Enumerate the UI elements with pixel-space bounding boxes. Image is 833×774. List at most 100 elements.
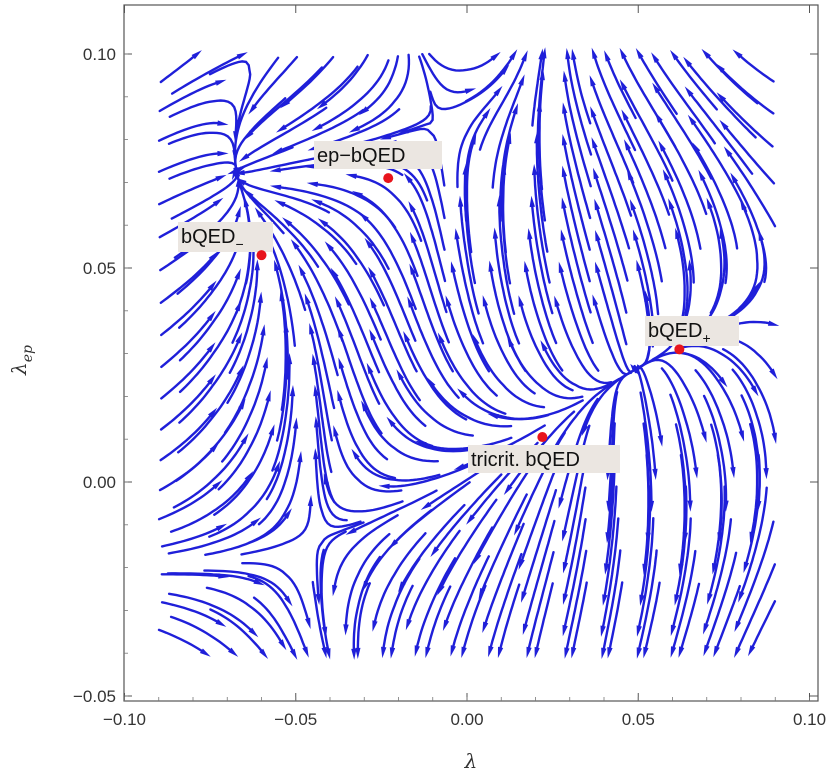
stream-arrowhead bbox=[405, 618, 412, 631]
bQED-minus-label-bg bbox=[178, 222, 273, 252]
streamline bbox=[635, 366, 657, 474]
stream-arrowhead bbox=[593, 167, 599, 180]
streamline bbox=[390, 421, 477, 453]
streamline bbox=[265, 391, 294, 501]
stream-arrowhead bbox=[562, 530, 568, 542]
stream-arrowhead bbox=[748, 645, 756, 657]
stream-arrowhead bbox=[334, 296, 342, 308]
streamline bbox=[572, 54, 592, 125]
streamline bbox=[522, 489, 558, 597]
stream-arrowhead bbox=[518, 74, 525, 86]
stream-arrowhead bbox=[304, 293, 311, 305]
stream-arrowhead bbox=[639, 594, 645, 606]
stream-arrowhead bbox=[493, 85, 503, 97]
stream-arrowhead bbox=[521, 50, 528, 62]
stream-arrowhead bbox=[734, 620, 742, 632]
streamline bbox=[267, 237, 296, 347]
streamline bbox=[562, 140, 591, 251]
stream-arrowhead bbox=[645, 532, 651, 544]
x-tick-label: 0.05 bbox=[622, 710, 655, 729]
streamline bbox=[737, 53, 775, 83]
stream-arrowhead bbox=[215, 523, 227, 532]
bQED-minus-label: bQED− bbox=[181, 226, 244, 252]
stream-arrowhead bbox=[206, 310, 216, 322]
stream-arrowhead bbox=[408, 201, 416, 213]
streamline bbox=[555, 301, 613, 385]
stream-arrowhead bbox=[670, 49, 679, 61]
stream-arrowhead bbox=[509, 49, 518, 61]
stream-arrowhead bbox=[600, 625, 606, 637]
streamline bbox=[623, 114, 671, 216]
stream-arrowhead bbox=[514, 524, 521, 536]
stream-arrowhead bbox=[527, 228, 533, 240]
streamline bbox=[480, 493, 528, 594]
streamline bbox=[686, 61, 757, 139]
stream-arrowhead bbox=[457, 388, 467, 399]
stream-arrowhead bbox=[648, 500, 655, 512]
stream-arrowhead bbox=[670, 646, 677, 658]
streamline bbox=[592, 53, 637, 152]
streamline bbox=[178, 242, 240, 329]
streamline bbox=[429, 382, 513, 428]
stream-arrowhead bbox=[562, 624, 568, 637]
stream-arrowhead bbox=[313, 448, 319, 460]
streamline bbox=[704, 518, 733, 629]
streamline bbox=[168, 161, 241, 180]
streamline bbox=[690, 119, 748, 213]
stream-arrowhead bbox=[678, 563, 684, 575]
streamline bbox=[344, 532, 391, 630]
streamline bbox=[720, 96, 774, 148]
streamline bbox=[158, 201, 219, 239]
stream-arrowhead bbox=[450, 645, 456, 657]
stream-arrowhead bbox=[668, 198, 675, 210]
stream-arrowhead bbox=[289, 385, 296, 397]
streamline bbox=[284, 55, 335, 105]
streamline bbox=[363, 216, 417, 311]
stream-arrowhead bbox=[723, 500, 729, 512]
streamline bbox=[456, 90, 499, 189]
streamline bbox=[411, 237, 450, 344]
bQED-plus-label-bg bbox=[645, 316, 739, 346]
streamline bbox=[674, 423, 688, 538]
stream-arrowhead bbox=[260, 324, 266, 336]
stream-arrowhead bbox=[571, 647, 577, 659]
stream-arrowhead bbox=[531, 163, 538, 176]
stream-arrowhead bbox=[590, 106, 597, 118]
stream-arrowhead bbox=[698, 169, 706, 181]
stream-arrowhead bbox=[607, 647, 613, 659]
streamline bbox=[203, 569, 290, 602]
streamline bbox=[608, 581, 624, 653]
stream-arrowhead bbox=[212, 480, 223, 490]
stream-arrowhead bbox=[351, 448, 360, 460]
streamline bbox=[501, 138, 511, 254]
streamline bbox=[723, 124, 776, 185]
streamline bbox=[410, 269, 454, 373]
bQED-minus-point bbox=[256, 250, 267, 261]
streamline bbox=[159, 255, 215, 304]
stream-arrowhead bbox=[289, 648, 298, 660]
stream-arrowhead bbox=[488, 260, 494, 272]
streamline bbox=[281, 65, 359, 130]
stream-arrowhead bbox=[558, 261, 564, 273]
stream-arrowhead bbox=[752, 281, 761, 293]
streamline bbox=[499, 109, 517, 222]
streamline bbox=[604, 453, 617, 569]
stream-arrowhead bbox=[407, 296, 414, 308]
streamline bbox=[433, 473, 503, 553]
streamline bbox=[159, 53, 198, 84]
streamline bbox=[530, 202, 554, 315]
streamline bbox=[669, 204, 689, 317]
stream-arrowhead bbox=[771, 432, 777, 444]
streamline bbox=[334, 431, 403, 493]
streamline bbox=[248, 457, 302, 544]
stream-arrowhead bbox=[276, 124, 287, 133]
streamline bbox=[566, 54, 593, 156]
stream-arrowhead bbox=[562, 561, 569, 574]
stream-arrowhead bbox=[409, 231, 417, 244]
streamline bbox=[561, 235, 594, 345]
stream-arrowhead bbox=[253, 578, 265, 586]
stream-arrowhead bbox=[244, 130, 254, 141]
stream-arrowhead bbox=[703, 623, 709, 635]
streamline bbox=[736, 520, 775, 627]
